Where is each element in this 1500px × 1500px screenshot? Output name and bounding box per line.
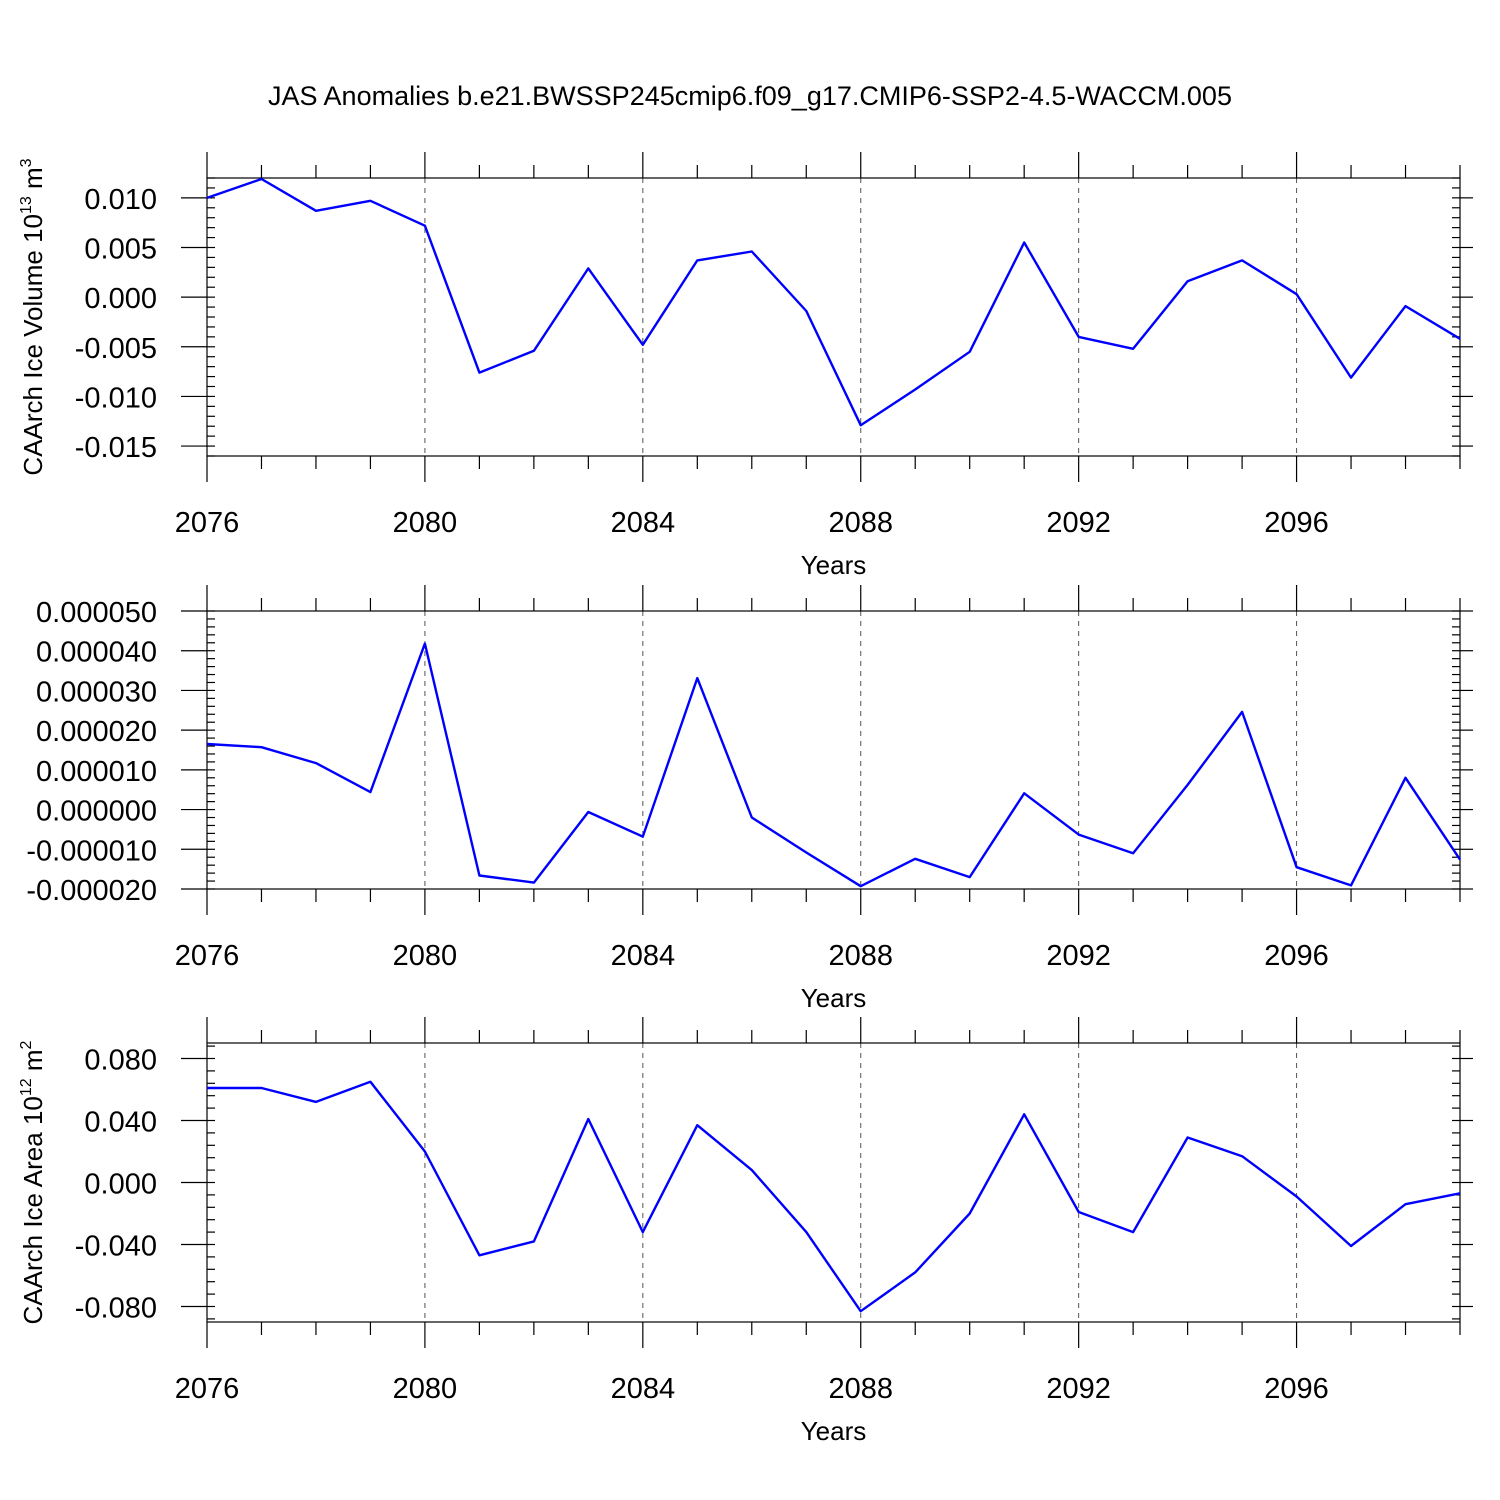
y-tick-label: 0.010 [84, 184, 157, 216]
plot-frame [206, 610, 1461, 890]
x-tick-label: 2076 [175, 940, 240, 972]
y-tick-label: -0.005 [75, 333, 157, 365]
y-tick-label: 0.040 [84, 1107, 157, 1139]
plot-frame [206, 177, 1461, 457]
x-tick-label: 2080 [393, 507, 458, 539]
y-tick-label: -0.040 [75, 1231, 157, 1263]
x-axis-label: Years [801, 983, 867, 1013]
x-tick-label: 2088 [828, 507, 893, 539]
chart-panel-1: -0.015 -0.010 -0.005 0.000 0.005 0.010 2076 208… [18, 152, 1473, 580]
chart-panels: -0.015 -0.010 -0.005 0.000 0.005 0.010 2076 208… [18, 152, 1473, 1446]
series-line-1 [207, 1080, 1461, 1313]
x-tick-label: 2076 [175, 507, 240, 539]
x-tick-label: 2084 [611, 1373, 676, 1405]
y-tick-label: -0.010 [75, 382, 157, 414]
y-tick-label: 0.000000 [36, 796, 157, 828]
y-tick-label: 0.000 [84, 1169, 157, 1201]
y-axis-label: CAArch Ice Volume 1013 m3 [18, 158, 48, 475]
series-line-1 [206, 642, 1461, 888]
y-tick-label: 0.000 [84, 283, 157, 315]
x-tick-label: 2096 [1264, 940, 1329, 972]
chart-panel-3: -0.080 -0.040 0.000 0.040 0.080 2076 2080 2084 2… [18, 1017, 1473, 1446]
figure-title: JAS Anomalies b.e21.BWSSP245cmip6.f09_g1… [268, 81, 1232, 111]
y-tick-label: 0.080 [84, 1045, 157, 1077]
x-tick-label: 2084 [611, 940, 676, 972]
y-tick-label: -0.080 [75, 1293, 157, 1325]
x-tick-label: 2088 [828, 940, 893, 972]
x-axis-label: Years [801, 550, 867, 580]
series-line-1 [206, 177, 1461, 427]
x-tick-label: 2080 [393, 940, 458, 972]
x-tick-label: 2092 [1046, 940, 1111, 972]
x-tick-label: 2084 [611, 507, 676, 539]
y-tick-label: 0.000030 [36, 676, 157, 708]
x-tick-label: 2076 [175, 1373, 240, 1405]
y-tick-label: 0.000050 [36, 597, 157, 629]
y-axis-label: CAArch Ice Area 1012 m2 [18, 1040, 48, 1324]
y-tick-label: -0.000010 [26, 835, 157, 867]
y-tick-label: 0.000020 [36, 716, 157, 748]
x-tick-label: 2092 [1046, 507, 1111, 539]
plot-frame [206, 1042, 1461, 1323]
chart-panel-2: -0.000020 -0.000010 0.000000 0.000010 0.0000… [26, 585, 1473, 1013]
x-tick-label: 2096 [1264, 507, 1329, 539]
y-tick-label: 0.000010 [36, 756, 157, 788]
y-tick-label: -0.000020 [26, 875, 157, 907]
y-tick-label: -0.015 [75, 432, 157, 464]
x-axis-label: Years [801, 1416, 867, 1446]
y-tick-label: 0.000040 [36, 637, 157, 669]
x-tick-label: 2088 [828, 1373, 893, 1405]
x-tick-label: 2092 [1046, 1373, 1111, 1405]
x-tick-label: 2096 [1264, 1373, 1329, 1405]
y-tick-label: 0.005 [84, 234, 157, 266]
x-tick-label: 2080 [393, 1373, 458, 1405]
